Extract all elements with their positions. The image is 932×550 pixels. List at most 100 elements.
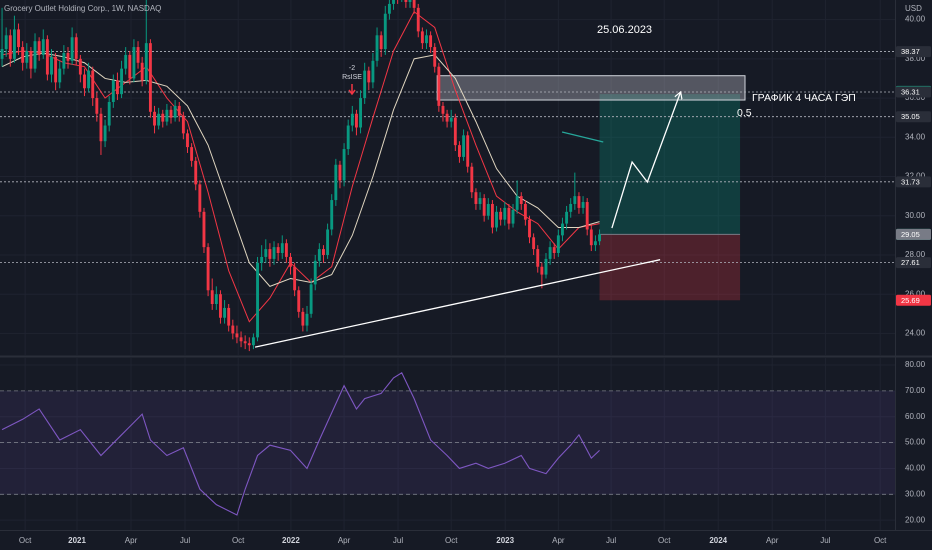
x-tick-label: Jul: [820, 536, 830, 545]
candle-body: [223, 307, 227, 318]
candle-body: [169, 109, 173, 118]
candle-body: [202, 211, 206, 248]
y-tick-label: 60.00: [905, 412, 926, 421]
projection-arrow: [611, 93, 680, 229]
candle-body: [425, 35, 428, 44]
price-badge-label: 36.31: [901, 87, 920, 96]
x-tick-label: Oct: [445, 536, 458, 545]
profit-zone: [599, 94, 741, 235]
x-tick-label: 2024: [709, 536, 727, 545]
candle-body: [412, 0, 416, 8]
candle-body: [289, 256, 292, 267]
candle-body: [317, 249, 321, 261]
candle-body: [326, 229, 330, 255]
candle-body: [499, 211, 503, 220]
candle-body: [474, 192, 478, 204]
annotation-signal-name: RsISE: [342, 74, 362, 81]
y-tick-label: 40.00: [905, 464, 926, 473]
candle-body: [383, 13, 387, 50]
candle-body: [177, 105, 181, 116]
candle-body: [136, 47, 140, 63]
candle-body: [523, 203, 527, 220]
candle-body: [25, 50, 29, 63]
candle-body: [519, 196, 523, 204]
candle-body: [338, 164, 342, 181]
candle-body: [462, 135, 466, 157]
candle-body: [95, 98, 99, 114]
x-tick-label: 2022: [282, 536, 300, 545]
candle-body: [144, 43, 148, 81]
candle-body: [173, 105, 177, 118]
indicator-line: [1, 52, 600, 287]
price-badge: [896, 257, 931, 269]
candle-body: [507, 207, 511, 224]
candle-body: [62, 52, 66, 69]
candle-body: [511, 209, 515, 224]
x-tick-label: Jul: [606, 536, 616, 545]
candle-body: [284, 243, 288, 257]
candle-body: [153, 111, 156, 126]
price-badge-label: 35.05: [901, 112, 920, 121]
candle-body: [503, 207, 507, 220]
candle-body: [107, 101, 111, 126]
candle-body: [128, 54, 132, 79]
gap-box: [436, 75, 746, 101]
candle-body: [313, 260, 317, 285]
annotation-signal: -2: [349, 65, 355, 72]
y-tick-label: 30.00: [905, 489, 926, 498]
candle-body: [392, 0, 395, 4]
candle-body: [342, 149, 346, 181]
candle-body: [214, 294, 218, 305]
candle-body: [99, 113, 103, 142]
price-badge-label: 27.61: [901, 258, 920, 267]
annotation-fib: 0.5: [737, 107, 752, 119]
candle-body: [528, 219, 531, 238]
candle-body: [453, 117, 457, 146]
candle-body: [78, 58, 82, 75]
y-tick-label: 26.00: [905, 289, 926, 298]
candle-body: [198, 184, 202, 212]
x-tick-label: Jul: [393, 536, 403, 545]
candle-body: [515, 196, 519, 210]
candle-body: [280, 243, 284, 254]
x-tick-label: Apr: [338, 536, 351, 545]
price-pane: [0, 0, 895, 355]
candle-body: [120, 68, 124, 95]
candle-body: [573, 196, 577, 204]
candle-body: [359, 98, 362, 128]
candle-body: [8, 35, 12, 59]
candle-body: [4, 35, 8, 50]
candle-body: [45, 39, 49, 75]
x-tick-label: Oct: [19, 536, 32, 545]
price-badge-label: 31.73: [901, 177, 920, 186]
candle-body: [354, 113, 358, 128]
candle-body: [235, 333, 239, 338]
candle-body: [561, 223, 564, 236]
candle-body: [41, 39, 45, 55]
x-tick-label: 2023: [496, 536, 514, 545]
candle-body: [544, 258, 548, 275]
candle-body: [272, 247, 276, 259]
rsi-pane: [0, 358, 895, 530]
annotation-gap: ГРАФИК 4 ЧАСА ГЭП: [752, 92, 856, 104]
candle-body: [449, 117, 453, 122]
candle-body: [363, 70, 367, 99]
candle-body: [194, 160, 198, 185]
y-tick-label: 30.00: [905, 211, 926, 220]
price-badge: [896, 228, 931, 240]
candle-body: [132, 47, 136, 79]
candle-body: [482, 198, 486, 216]
candle-body: [29, 50, 33, 69]
candle-body: [181, 115, 185, 134]
candle-body: [247, 343, 251, 346]
candle-body: [532, 237, 536, 250]
candle-body: [577, 196, 581, 208]
candle-body: [495, 211, 498, 228]
indicator-line: [1, 371, 600, 516]
candle-body: [103, 125, 107, 142]
price-badge: [896, 86, 931, 98]
candle-body: [83, 74, 86, 89]
candle-body: [445, 113, 449, 122]
candle-body: [157, 113, 161, 126]
